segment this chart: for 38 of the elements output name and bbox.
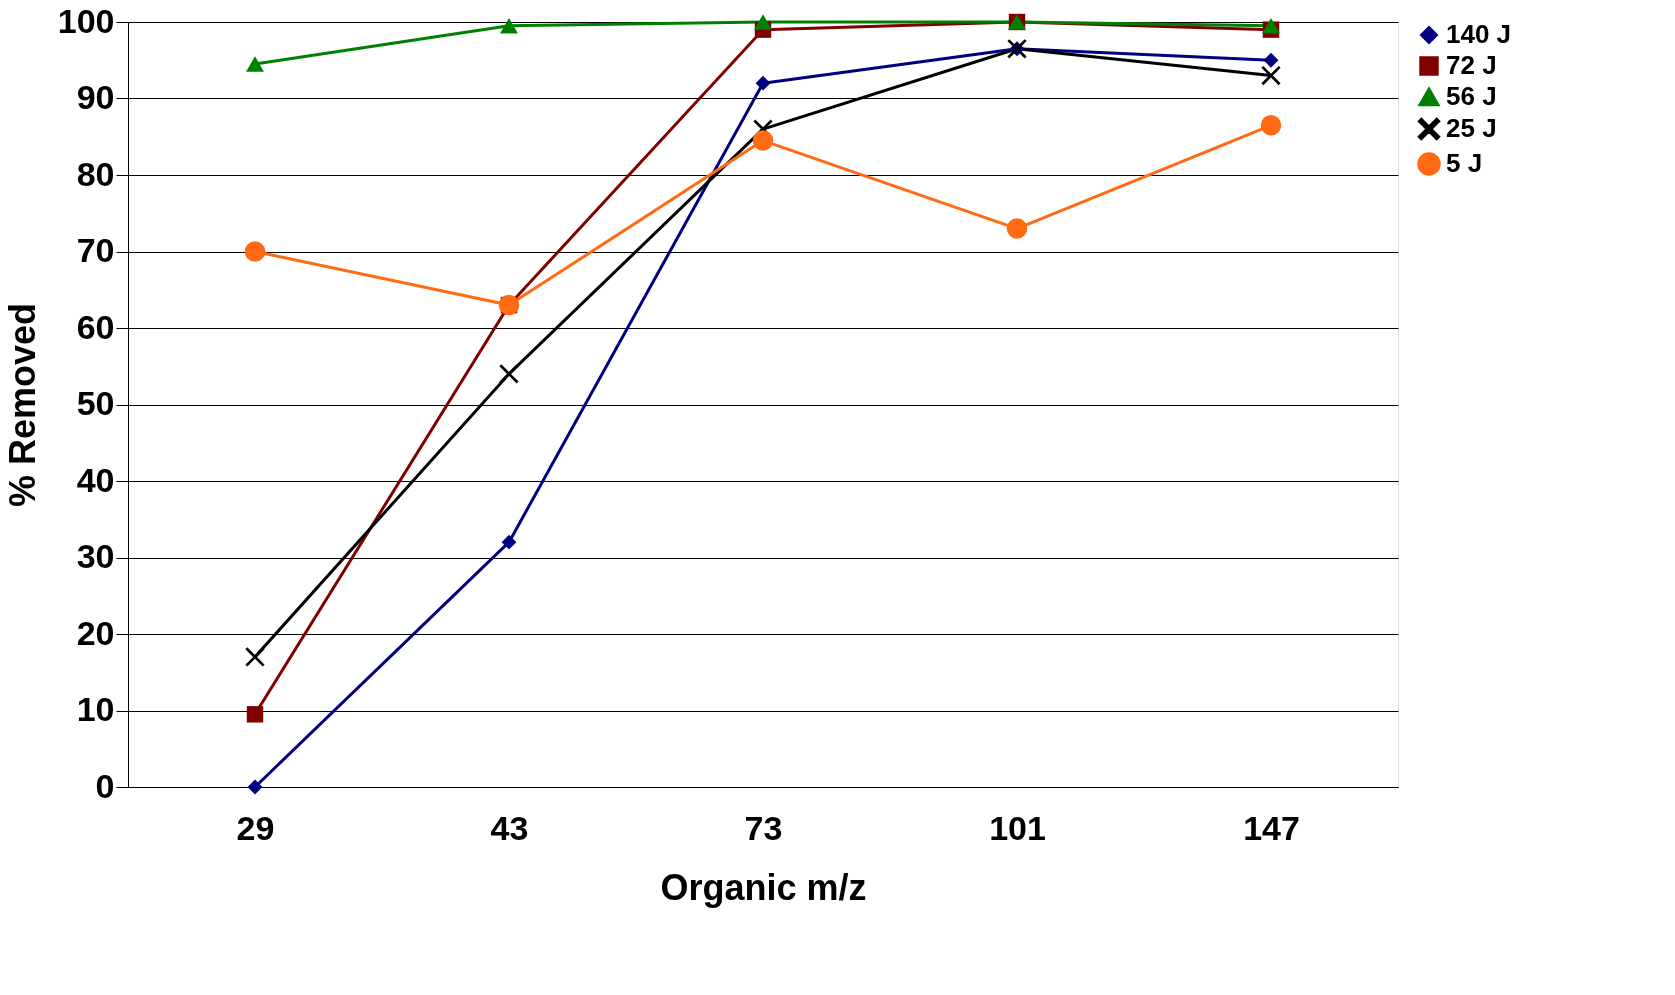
point — [755, 75, 771, 91]
y-tick-label: 30 — [76, 537, 115, 575]
point — [244, 241, 266, 262]
y-tick-label: 40 — [76, 460, 115, 499]
point — [499, 364, 519, 384]
legend-label: 140 J — [1446, 19, 1512, 49]
x-axis-title: Organic m/z — [660, 866, 867, 908]
point — [752, 130, 774, 151]
point — [754, 14, 772, 30]
x-tick-label: 73 — [744, 808, 783, 847]
point — [1260, 115, 1282, 136]
x-tick-label: 43 — [490, 808, 529, 847]
y-tick-label: 60 — [76, 307, 115, 346]
y-tick-label: 100 — [57, 1, 115, 40]
point — [1006, 218, 1028, 239]
y-tick-label: 70 — [76, 231, 115, 269]
y-tick-label: 80 — [76, 154, 115, 193]
y-tick-label: 0 — [95, 766, 115, 805]
point — [246, 706, 264, 723]
legend-label: 72 J — [1446, 50, 1497, 80]
y-tick-label: 10 — [76, 690, 115, 728]
point — [247, 779, 263, 795]
point — [246, 56, 264, 72]
legend-label: 56 J — [1446, 81, 1497, 111]
legend-label: 5 J — [1446, 148, 1483, 178]
y-tick-label: 90 — [76, 78, 115, 116]
point — [500, 18, 518, 34]
y-tick-label: 50 — [76, 384, 115, 422]
y-axis-title: % Removed — [1, 302, 43, 508]
y-tick-label: 20 — [76, 613, 115, 652]
point — [1261, 65, 1281, 86]
x-tick-label: 29 — [236, 808, 275, 847]
point — [1263, 52, 1279, 68]
point — [1262, 18, 1280, 34]
x-tick-label: 101 — [989, 808, 1046, 847]
point — [501, 534, 517, 550]
x-tick-label: 147 — [1243, 808, 1300, 847]
legend-label: 25 J — [1446, 113, 1497, 143]
